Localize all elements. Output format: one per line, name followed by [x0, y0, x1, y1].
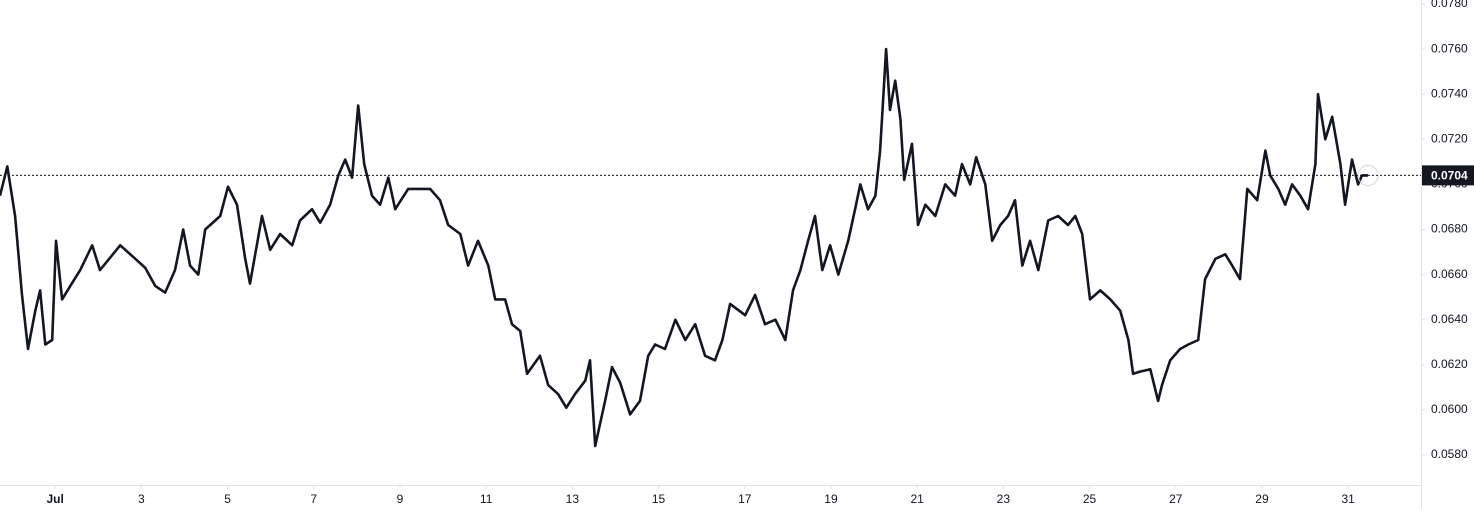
x-tick-label: 29 — [1255, 492, 1269, 506]
x-tick-label: 11 — [480, 492, 493, 506]
x-tick-label: 3 — [138, 492, 145, 506]
y-tick-label: 0.0680 — [1431, 222, 1468, 236]
last-price-box — [1422, 165, 1474, 186]
x-tick-label: 27 — [1169, 492, 1183, 506]
y-tick-label: 0.0640 — [1431, 312, 1468, 326]
x-tick-label: 19 — [824, 492, 838, 506]
x-tick-label: 21 — [910, 492, 924, 506]
y-tick-label: 0.0780 — [1431, 0, 1468, 10]
y-tick-label: 0.0660 — [1431, 267, 1468, 281]
y-tick-label: 0.0740 — [1431, 86, 1468, 100]
x-tick-label: 9 — [397, 492, 404, 506]
x-tick-label: 23 — [997, 492, 1011, 506]
y-tick-label: 0.0580 — [1431, 447, 1468, 461]
last-price-label: 0.0704 — [1431, 169, 1468, 183]
x-tick-label: 17 — [738, 492, 752, 506]
y-tick-label: 0.0760 — [1431, 41, 1468, 55]
x-tick-label: 31 — [1341, 492, 1355, 506]
y-tick-label: 0.0720 — [1431, 131, 1468, 145]
x-tick-label: 7 — [310, 492, 317, 506]
price-line — [0, 47, 1368, 448]
y-tick-label: 0.0620 — [1431, 357, 1468, 371]
x-tick-label: 15 — [652, 492, 666, 506]
x-tick-label: 13 — [566, 492, 580, 506]
x-tick-label: Jul — [46, 492, 63, 506]
x-tick-label: 25 — [1083, 492, 1097, 506]
x-tick-label: 5 — [224, 492, 231, 506]
y-tick-label: 0.0600 — [1431, 402, 1468, 416]
